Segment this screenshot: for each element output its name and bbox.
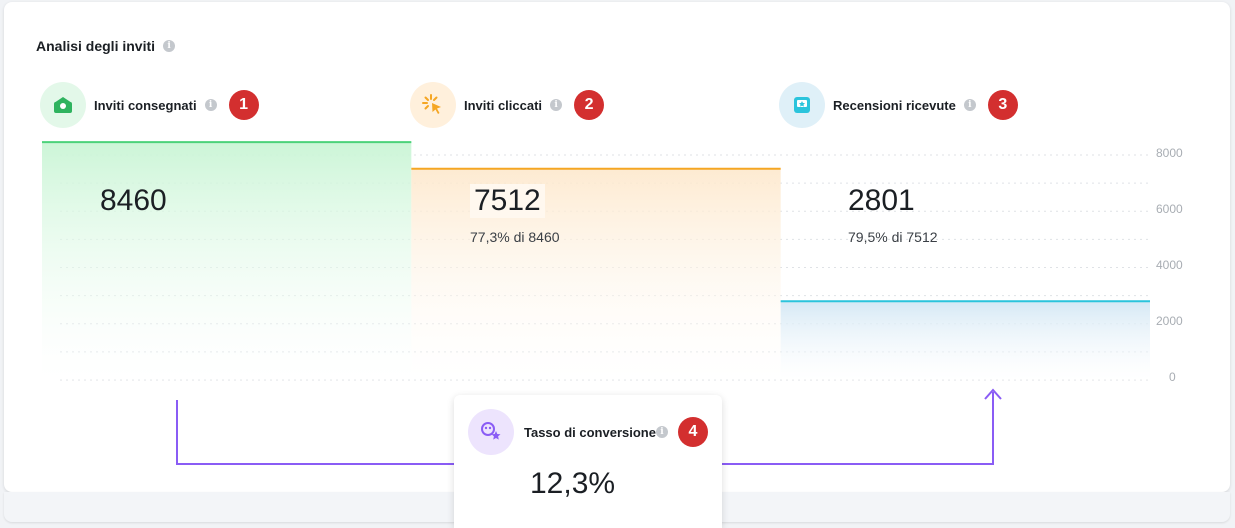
conversion-value: 12,3% [530,467,616,500]
info-icon[interactable]: i [655,426,668,438]
clicked-value: 7512 [470,184,545,218]
step-badge: 1 [228,90,259,120]
reviews-value: 2801 [848,184,915,217]
review-inbox-icon [779,82,825,128]
info-icon[interactable]: i [204,99,217,111]
funnel-bar [42,142,412,380]
metric-label: Inviti cliccati [464,97,543,113]
info-icon[interactable]: i [963,99,976,111]
metric-label: Inviti consegnati [94,97,197,113]
y-tick-label: 4000 [1156,258,1183,272]
clicked-percentage: 77,3% di 8460 [470,229,560,245]
cursor-click-icon [410,82,456,128]
conversion-star-icon [468,409,514,455]
metric-label: Recensioni ricevute [833,97,956,113]
step-badge: 2 [574,90,605,120]
metric-header-delivered: Inviti consegnati i 1 [40,82,259,128]
y-tick-label: 8000 [1156,146,1183,160]
reviews-percentage: 79,5% di 7512 [848,229,938,245]
info-icon[interactable]: i [163,40,176,52]
chart-bars [42,141,1150,380]
envelope-icon [40,82,86,128]
info-icon[interactable]: i [550,99,563,111]
conversion-label: Tasso di conversione [524,424,656,440]
y-tick-label: 2000 [1156,314,1183,328]
conversion-header: Tasso di conversione i 4 [468,409,708,455]
conversion-rate-card: Tasso di conversione i 4 12,3% [454,395,722,528]
delivered-value: 8460 [100,184,167,217]
y-tick-label: 6000 [1156,202,1183,216]
funnel-bar [411,168,781,380]
y-tick-label: 0 [1169,370,1176,384]
metric-header-clicked: Inviti cliccati i 2 [410,82,605,128]
step-badge: 3 [987,90,1018,120]
step-badge: 4 [677,417,708,447]
section-title: Analisi degli inviti i [36,38,176,54]
arrow-up-icon [984,388,1002,400]
section-title-text: Analisi degli inviti [36,38,156,54]
funnel-bar [780,301,1150,380]
metric-header-reviews: Recensioni ricevute i 3 [779,82,1018,128]
